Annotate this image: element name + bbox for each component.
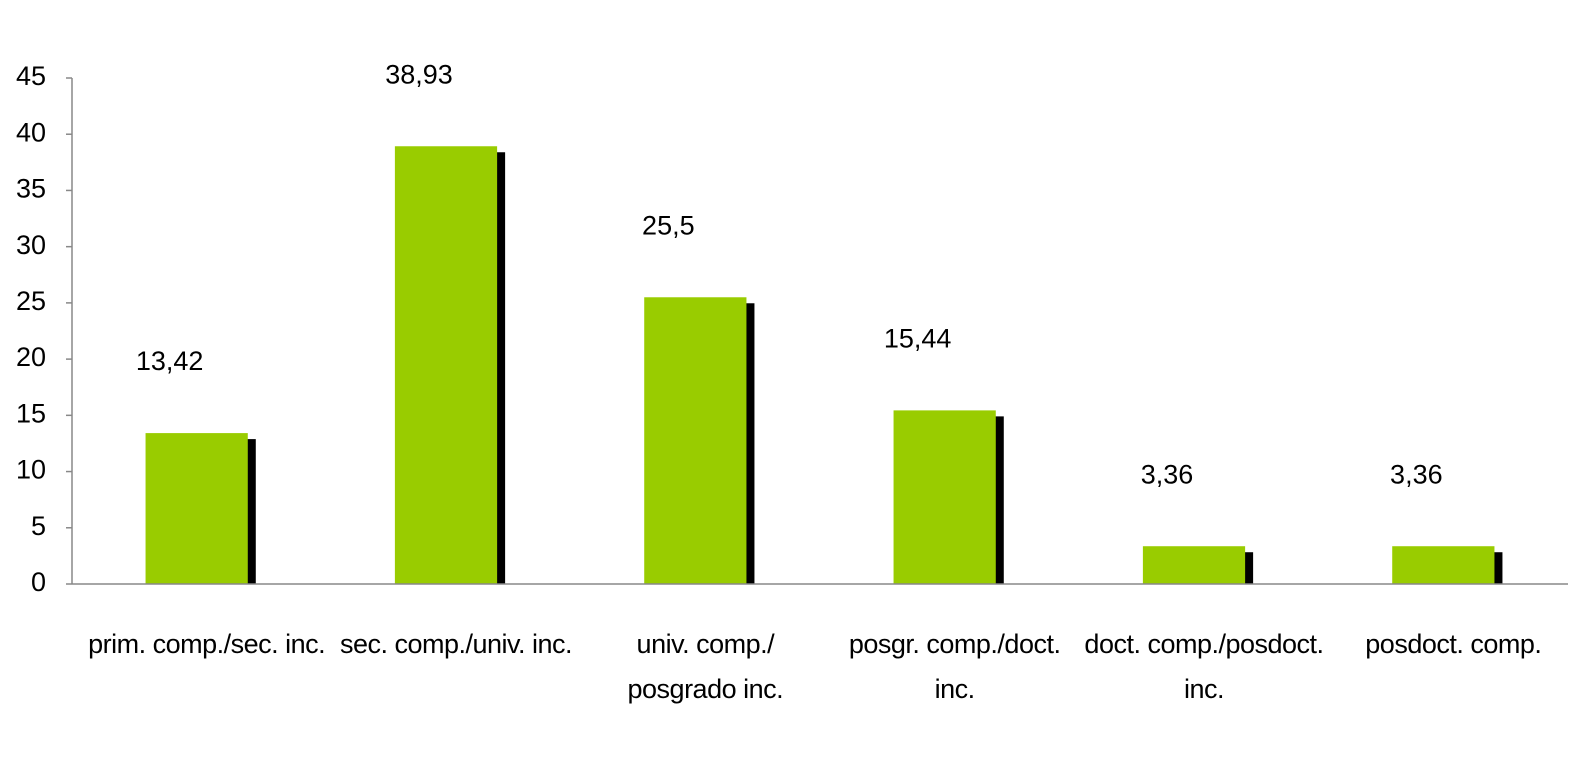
y-tick-label: 30: [16, 230, 46, 260]
x-tick-label: posgr. comp./doct. inc.: [848, 629, 1061, 704]
bar: [644, 297, 747, 584]
y-tick-label: 45: [16, 61, 46, 91]
bar: [1142, 546, 1246, 584]
x-tick-label: prim. comp./sec. inc.: [88, 629, 326, 659]
bar: [394, 146, 498, 584]
data-label: 15,44: [884, 324, 952, 354]
y-tick-label: 20: [16, 342, 46, 372]
data-label: 3,36: [1390, 459, 1443, 489]
y-tick-label: 5: [31, 511, 46, 541]
y-tick-label: 0: [31, 567, 46, 597]
x-tick-label: doct. comp./posdoct. inc.: [1084, 629, 1324, 704]
data-label: 38,93: [385, 59, 453, 89]
bar: [145, 433, 248, 584]
x-tick-label: sec. comp./univ. inc.: [339, 629, 573, 659]
y-tick-label: 25: [16, 286, 46, 316]
data-label: 13,42: [136, 346, 204, 376]
y-tick-label: 35: [16, 174, 46, 204]
bar: [1392, 546, 1495, 584]
data-label: 25,5: [642, 210, 695, 240]
bar: [893, 410, 996, 584]
y-tick-label: 15: [16, 398, 46, 428]
y-tick-label: 10: [16, 455, 46, 485]
x-tick-label: univ. comp./ posgrado inc.: [627, 629, 784, 704]
data-label: 3,36: [1141, 459, 1194, 489]
y-tick-label: 40: [16, 117, 46, 147]
x-tick-label: posdoct. comp.: [1365, 629, 1542, 659]
